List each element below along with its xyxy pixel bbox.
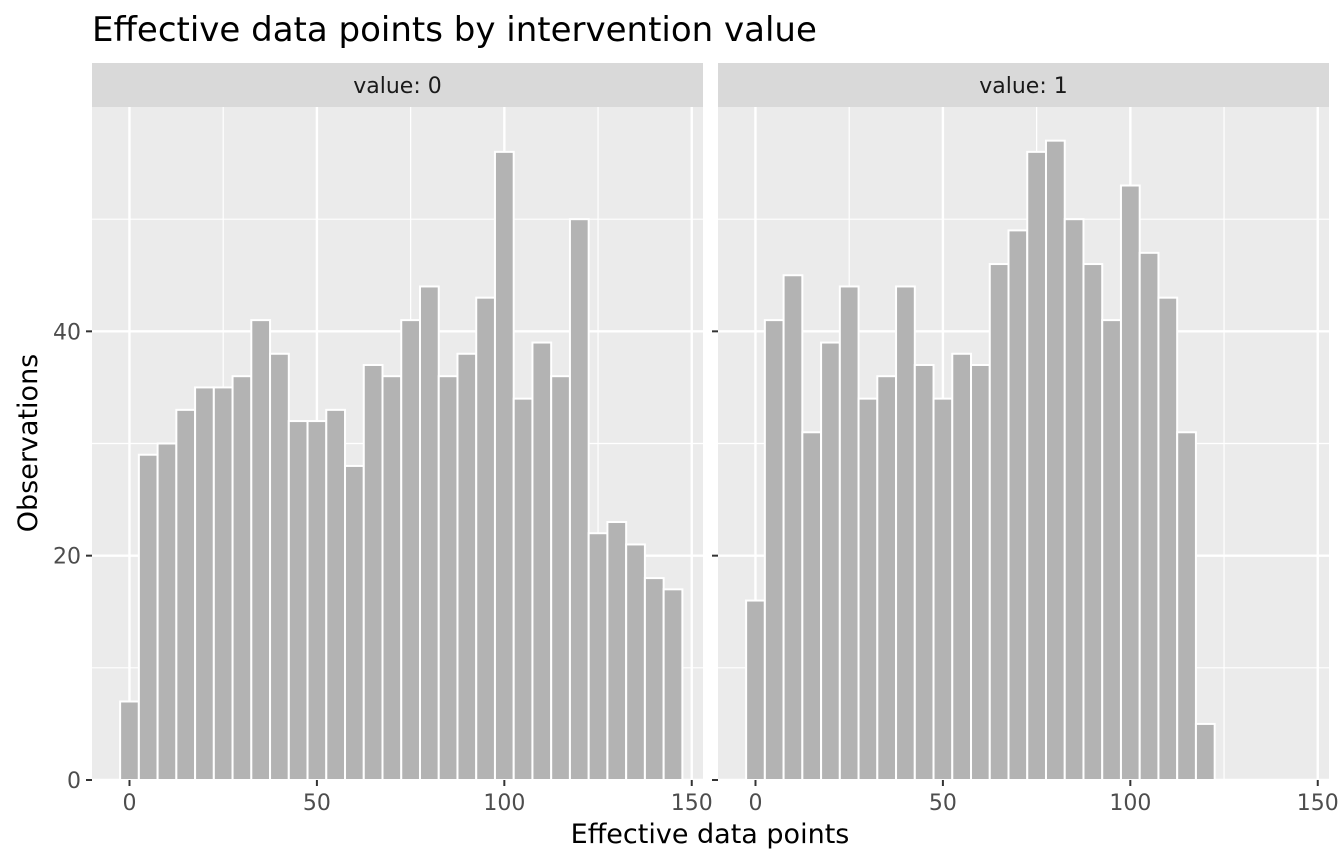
histogram-bar (801, 431, 823, 781)
x-tick-label: 100 (1109, 791, 1151, 816)
histogram-bar (662, 588, 684, 781)
facet-panel-0: value: 0 0 50 100 150 0 20 40 (53, 63, 713, 816)
histogram-bar (137, 453, 159, 781)
histogram-bar (269, 352, 290, 781)
x-axis-title: Effective data points (571, 819, 850, 850)
histogram-bar (606, 521, 628, 781)
chart-title: Effective data points by intervention va… (92, 10, 817, 50)
histogram-bar (782, 274, 804, 781)
histogram-bar (287, 420, 309, 781)
histogram-bar (1082, 263, 1104, 781)
histogram-bar (745, 599, 766, 781)
x-tick-label: 0 (122, 791, 136, 816)
x-tick-label: 150 (1297, 791, 1339, 816)
histogram-bar (231, 375, 253, 781)
histogram-bar (418, 285, 440, 781)
histogram-bar (838, 285, 860, 781)
histogram-bar (1157, 296, 1179, 781)
y-tick-label: 0 (67, 769, 81, 794)
histogram-bar (475, 296, 496, 781)
histogram-bar (988, 263, 1010, 781)
histogram-bar (895, 285, 916, 781)
facet-strip (92, 63, 703, 107)
histogram-bar (820, 341, 841, 781)
histogram-bar (456, 352, 478, 781)
histogram-bar (550, 375, 571, 781)
histogram-bar (763, 319, 785, 781)
histogram-bar (156, 442, 178, 781)
histogram-bar (362, 363, 384, 781)
histogram-bar (643, 577, 665, 781)
histogram-bar (306, 420, 328, 781)
histogram-bar (625, 543, 646, 782)
y-axis-title: Observations (13, 354, 44, 532)
histogram-bar (212, 386, 234, 781)
histogram-bar (1119, 184, 1141, 781)
histogram-bar (119, 700, 140, 782)
histogram-bar (932, 397, 954, 781)
histogram-bar (876, 375, 898, 781)
x-tick-label: 50 (303, 791, 331, 816)
histogram-bar (568, 218, 590, 781)
facet-strip-label: value: 0 (353, 74, 442, 99)
histogram-bar (1063, 218, 1085, 781)
x-tick-label: 150 (671, 791, 713, 816)
histogram-bar (1044, 139, 1066, 781)
facet-strip (718, 63, 1329, 107)
histogram-bar (1007, 229, 1029, 781)
histogram-bar (913, 363, 935, 781)
x-tick-label: 50 (929, 791, 957, 816)
histogram-bar (250, 319, 272, 781)
x-tick-label: 100 (483, 791, 525, 816)
y-tick-label: 20 (53, 545, 81, 570)
histogram-bar (1026, 150, 1047, 782)
histogram-bar (531, 341, 553, 781)
histogram-bar (1101, 319, 1122, 781)
histogram-bar (512, 397, 534, 781)
x-tick-label: 0 (748, 791, 762, 816)
histogram-bar (587, 532, 609, 781)
facet-strip-label: value: 1 (979, 74, 1068, 99)
histogram-bar (400, 319, 421, 781)
histogram-bar (325, 408, 347, 781)
histogram-bar (1138, 251, 1160, 782)
histogram-bar (1194, 722, 1216, 782)
histogram-bar (381, 375, 403, 781)
histogram-bar (344, 464, 365, 781)
histogram-bar (970, 363, 991, 781)
facet-panel-1: value: 1 0 50 100 150 (712, 63, 1339, 816)
histogram-bar (175, 408, 197, 781)
histogram-bar (951, 352, 973, 781)
histogram-bar (194, 386, 215, 781)
y-tick-label: 40 (53, 320, 81, 345)
facets-layer: value: 0 0 50 100 150 0 20 40 value: 1 0 50 100 150 (53, 63, 1339, 816)
histogram-bar (857, 397, 879, 781)
histogram-bar (1176, 431, 1197, 781)
histogram-bar (437, 375, 459, 781)
histogram-bar (493, 150, 515, 782)
